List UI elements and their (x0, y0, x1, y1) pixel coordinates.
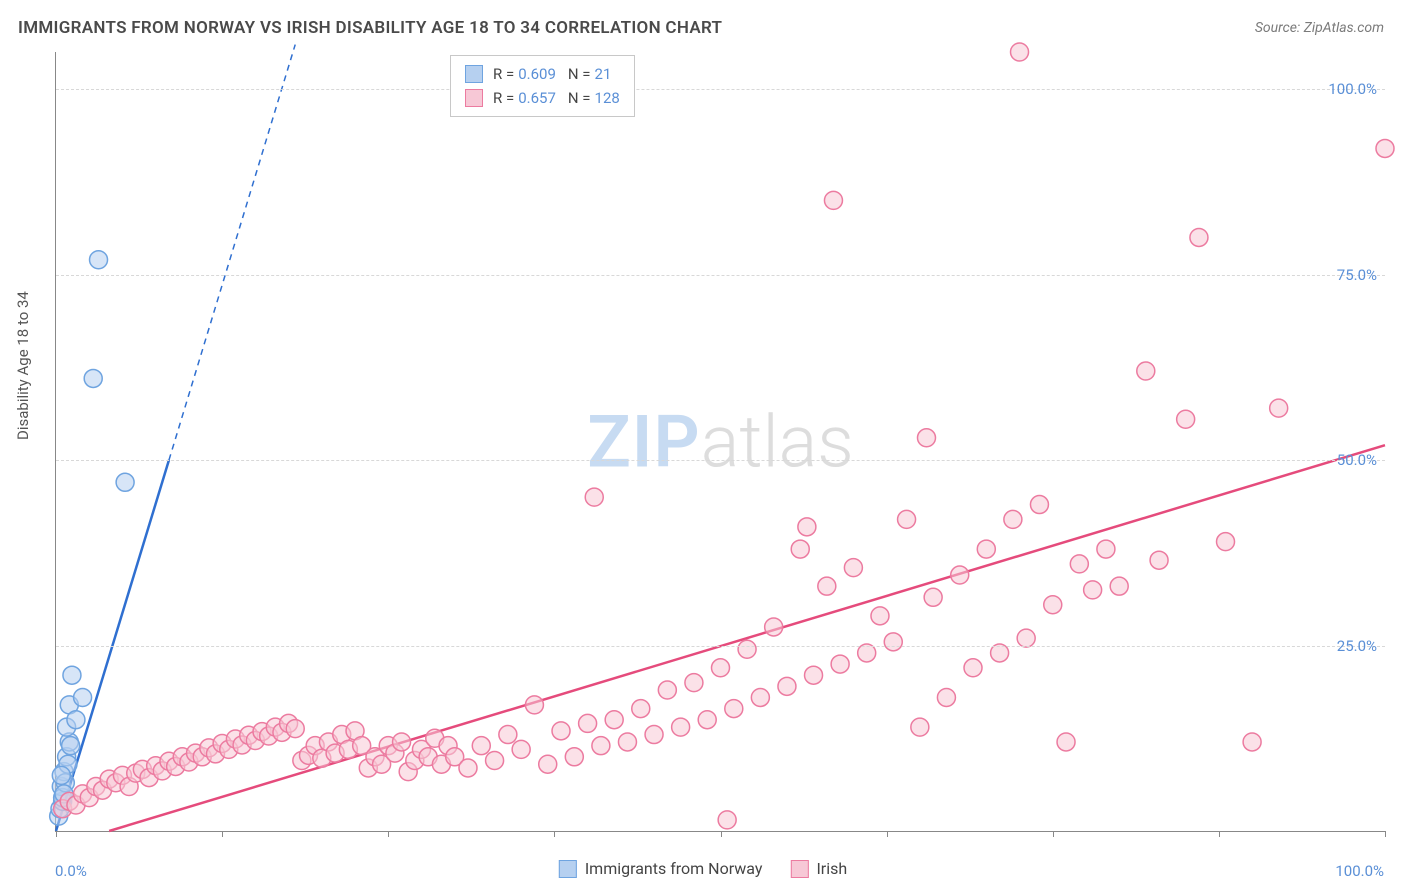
y-tick-label: 100.0% (1328, 80, 1377, 98)
x-axis-min-label: 0.0% (55, 862, 87, 880)
legend-row-irish: R =0.657N =128 (465, 86, 620, 110)
legend-row-norway: R =0.609N =21 (465, 62, 620, 86)
y-tick-label: 75.0% (1337, 266, 1377, 284)
legend-stat-r: R =0.609N =21 (493, 62, 611, 86)
y-axis-title: Disability Age 18 to 34 (14, 291, 32, 440)
plot-area: ZIPatlas 25.0%50.0%75.0%100.0% (55, 52, 1385, 832)
legend-swatch-irish-icon (790, 860, 808, 878)
legend-item-irish: Irish (790, 859, 847, 878)
scatter-plot-svg (56, 52, 1385, 831)
legend-swatch-norway-icon (559, 860, 577, 878)
source-attribution: Source: ZipAtlas.com (1255, 20, 1384, 36)
legend-label: Immigrants from Norway (585, 859, 763, 878)
y-tick-label: 25.0% (1337, 637, 1377, 655)
legend-item-norway: Immigrants from Norway (559, 859, 763, 878)
y-tick-label: 50.0% (1337, 451, 1377, 469)
correlation-legend: R =0.609N =21 R =0.657N =128 (450, 55, 635, 117)
series-legend: Immigrants from Norway Irish (559, 859, 847, 878)
legend-swatch-norway (465, 65, 483, 83)
legend-stat-r: R =0.657N =128 (493, 86, 620, 110)
x-axis-max-label: 100.0% (1335, 862, 1384, 880)
legend-label: Irish (816, 859, 847, 878)
chart-title: IMMIGRANTS FROM NORWAY VS IRISH DISABILI… (18, 18, 722, 38)
legend-swatch-irish (465, 89, 483, 107)
